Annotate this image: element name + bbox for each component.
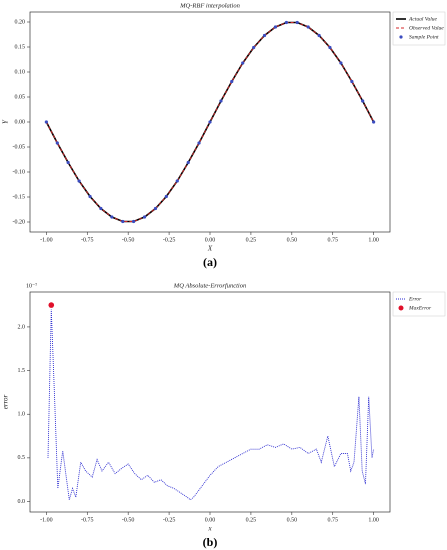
data-point — [48, 302, 55, 308]
x-tick-label: -1.00 — [40, 237, 53, 243]
y-axis-label: error — [2, 394, 10, 409]
data-point — [208, 120, 212, 124]
x-tick-label: 1.00 — [368, 237, 379, 243]
x-tick-label: -0.75 — [81, 517, 94, 523]
y-tick-label: 0.10 — [15, 69, 26, 75]
data-point — [77, 179, 81, 183]
legend-marker — [399, 35, 403, 39]
data-point — [88, 194, 92, 199]
data-point — [339, 61, 343, 65]
legend-label: Observed Value — [409, 25, 444, 31]
x-tick-label: -0.25 — [163, 237, 176, 243]
x-tick-label: -0.50 — [122, 517, 135, 523]
y-axis-label: Y — [2, 119, 10, 124]
data-point — [262, 33, 267, 38]
panel-label: (a) — [203, 255, 217, 269]
data-point — [186, 160, 190, 165]
data-point — [317, 33, 321, 38]
y-tick-label: 1.5 — [18, 368, 26, 374]
legend-label: Error — [408, 296, 422, 302]
data-point — [197, 141, 201, 145]
data-point — [284, 20, 289, 25]
data-point — [372, 120, 376, 124]
data-point — [66, 160, 70, 165]
y-tick-label: 0.5 — [18, 455, 26, 461]
data-point — [175, 179, 179, 183]
y-tick-label: 0.05 — [15, 94, 26, 100]
data-point — [328, 45, 332, 50]
legend-marker — [398, 305, 404, 311]
data-point — [153, 206, 158, 211]
x-axis-label: X — [207, 245, 213, 253]
y-tick-label: 2.0 — [18, 324, 26, 330]
y-offset-label: 10⁻⁷ — [26, 283, 37, 289]
legend-label: Actual Value — [408, 16, 438, 22]
x-tick-label: -0.50 — [122, 237, 135, 243]
data-point — [230, 79, 234, 84]
data-point — [110, 215, 114, 219]
panel-label: (b) — [203, 535, 218, 549]
chart-title: MQ-RBF interpolation — [179, 2, 240, 9]
data-point — [252, 45, 256, 50]
data-point — [219, 99, 223, 103]
data-point — [295, 20, 299, 25]
legend-label: MaxError — [408, 305, 432, 311]
x-tick-label: 0.50 — [287, 237, 298, 243]
data-point — [99, 206, 103, 211]
y-tick-label: -0.05 — [13, 144, 26, 150]
x-tick-label: 0.25 — [246, 237, 257, 243]
x-tick-label: 0.50 — [287, 517, 298, 523]
data-point — [55, 141, 59, 145]
x-tick-label: 0.25 — [246, 517, 257, 523]
x-tick-label: 0.75 — [327, 517, 338, 523]
y-tick-label: 0.00 — [15, 119, 26, 125]
data-point — [241, 61, 245, 65]
chart-title: MQ Absolute-Errorfunction — [173, 282, 246, 289]
data-line — [47, 309, 375, 501]
y-tick-label: -0.15 — [13, 194, 26, 200]
data-point — [306, 25, 310, 29]
x-tick-label: 1.00 — [368, 517, 379, 523]
data-point — [121, 219, 125, 224]
plot-frame — [29, 291, 391, 513]
y-tick-label: 0.15 — [15, 44, 26, 50]
x-tick-label: 0.75 — [327, 237, 338, 243]
data-point — [44, 120, 48, 124]
data-point — [273, 25, 278, 29]
y-tick-label: -0.10 — [13, 169, 26, 175]
legend-label: Sample Point — [409, 34, 439, 40]
y-tick-label: 0.0 — [18, 499, 26, 505]
data-point — [131, 219, 136, 224]
x-tick-label: -0.25 — [163, 517, 176, 523]
data-point — [350, 79, 354, 84]
data-point — [142, 215, 147, 219]
x-tick-label: -1.00 — [40, 517, 53, 523]
y-tick-label: -0.20 — [13, 219, 26, 225]
legend-box — [392, 291, 446, 317]
data-point — [164, 194, 168, 199]
x-tick-label: -0.75 — [81, 237, 94, 243]
y-tick-label: 0.20 — [15, 19, 26, 25]
x-tick-label: 0.00 — [205, 237, 216, 243]
x-tick-label: 0.00 — [205, 517, 216, 523]
x-axis-label: x — [207, 525, 212, 533]
data-point — [361, 99, 365, 103]
y-tick-label: 1.0 — [18, 412, 26, 418]
